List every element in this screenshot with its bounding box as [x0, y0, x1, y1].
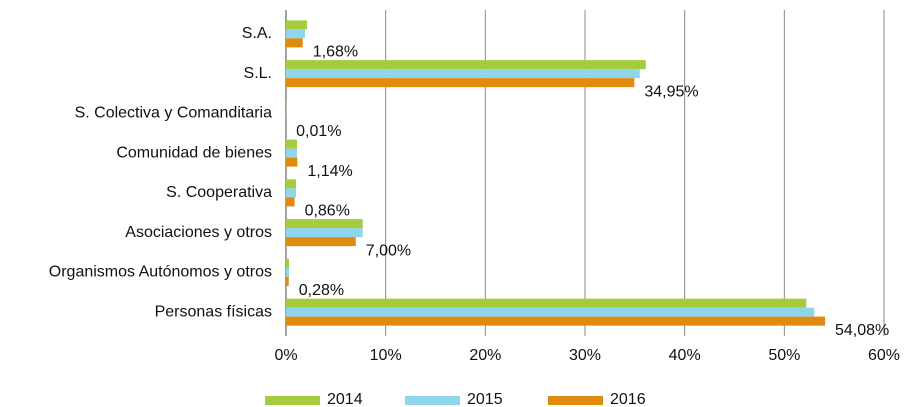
- bar: [286, 157, 298, 167]
- y-tick-label: S. Colectiva y Comanditaria: [75, 105, 273, 122]
- data-label: 34,95%: [644, 83, 698, 100]
- legend-label: 2014: [327, 391, 363, 407]
- bar: [286, 316, 825, 326]
- y-tick-label: Personas físicas: [155, 303, 272, 320]
- bar: [286, 267, 289, 277]
- bar: [286, 237, 356, 247]
- legend-label: 2016: [610, 391, 646, 407]
- y-tick-label: S.A.: [242, 25, 272, 42]
- bar: [286, 258, 289, 268]
- data-label: 0,28%: [299, 282, 344, 299]
- legend-swatch: [265, 396, 320, 405]
- x-tick-label: 50%: [768, 347, 800, 364]
- x-tick-label: 0%: [274, 347, 297, 364]
- data-label: 7,00%: [366, 242, 411, 259]
- bar: [286, 307, 815, 317]
- legend-swatch: [548, 396, 603, 405]
- data-label: 1,68%: [313, 44, 358, 61]
- data-label: 0,01%: [296, 123, 341, 140]
- y-tick-label: Organismos Autónomos y otros: [49, 264, 272, 281]
- x-tick-label: 10%: [370, 347, 402, 364]
- legend-swatch: [405, 396, 460, 405]
- x-tick-label: 30%: [569, 347, 601, 364]
- bar: [286, 276, 289, 286]
- y-tick-label: Comunidad de bienes: [116, 144, 272, 161]
- y-tick-label: S.L.: [244, 65, 272, 82]
- bar: [286, 60, 646, 70]
- bar: [286, 179, 296, 189]
- y-tick-label: Asociaciones y otros: [125, 224, 272, 241]
- legend-label: 2015: [467, 391, 503, 407]
- bar: [286, 148, 297, 158]
- x-tick-label: 60%: [868, 347, 900, 364]
- bar: [286, 197, 295, 207]
- bar: [286, 29, 305, 39]
- bar: [286, 78, 635, 88]
- y-tick-label: S. Cooperativa: [166, 184, 272, 201]
- data-label: 54,08%: [835, 322, 889, 339]
- bar: [286, 139, 297, 149]
- x-tick-label: 40%: [669, 347, 701, 364]
- bar: [286, 20, 307, 30]
- bar: [286, 219, 363, 229]
- bar: [286, 228, 363, 238]
- bar: [286, 188, 296, 198]
- bar: [286, 38, 303, 48]
- data-label: 0,86%: [305, 203, 350, 220]
- x-tick-label: 20%: [469, 347, 501, 364]
- bar: [286, 298, 807, 308]
- bar: [286, 69, 640, 79]
- data-label: 1,14%: [307, 163, 352, 180]
